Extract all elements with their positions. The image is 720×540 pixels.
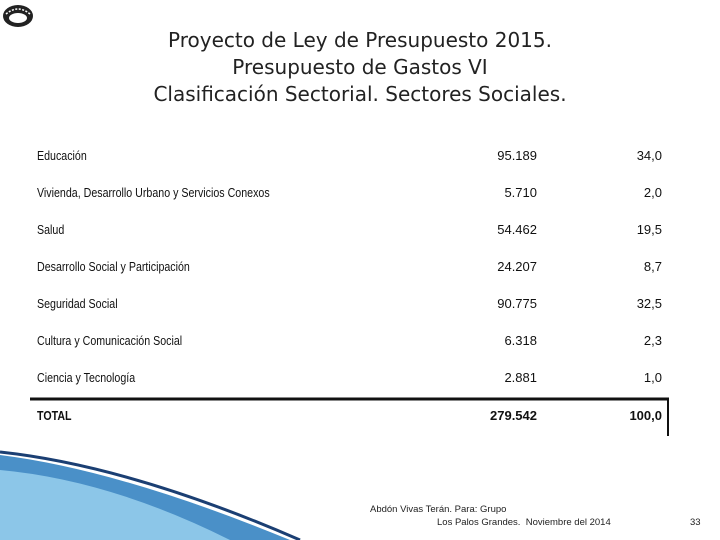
footer-line: Los Palos Grandes. Noviembre del 2014	[437, 517, 611, 528]
row-label: Educación	[37, 148, 87, 163]
percent: 32,5	[636, 296, 662, 311]
row-label: Desarrollo Social y Participación	[37, 259, 190, 274]
logo	[3, 5, 33, 27]
percent: 2,3	[643, 333, 662, 348]
row-label: TOTAL	[37, 408, 72, 423]
amount: 2.881	[504, 370, 537, 385]
percent: 2,0	[643, 185, 662, 200]
percent: 34,0	[636, 148, 662, 163]
percent: 1,0	[643, 370, 662, 385]
swoosh-light	[0, 470, 230, 540]
title-line: Proyecto de Ley de Presupuesto 2015.	[168, 28, 552, 52]
amount: 5.710	[504, 185, 537, 200]
swoosh-line	[0, 450, 301, 540]
amount: 54.462	[497, 222, 537, 237]
title-line: Clasificación Sectorial. Sectores Social…	[153, 82, 567, 106]
title-line: Presupuesto de Gastos VI	[232, 55, 488, 79]
amount: 24.207	[497, 259, 537, 274]
percent: 8,7	[643, 259, 662, 274]
percent: 100,0	[629, 408, 662, 423]
amount: 6.318	[504, 333, 537, 348]
row-label: Salud	[37, 222, 65, 237]
amount: 95.189	[497, 148, 537, 163]
row-label: Ciencia y Tecnología	[37, 370, 136, 385]
footer-line: Abdón Vivas Terán. Para: Grupo	[370, 504, 507, 515]
row-label: Vivienda, Desarrollo Urbano y Servicios …	[37, 185, 270, 200]
row-label: Seguridad Social	[37, 296, 118, 311]
amount: 279.542	[490, 408, 537, 423]
percent: 19,5	[636, 222, 662, 237]
page-number: 33	[690, 517, 701, 528]
amount: 90.775	[497, 296, 537, 311]
row-label: Cultura y Comunicación Social	[37, 333, 183, 348]
